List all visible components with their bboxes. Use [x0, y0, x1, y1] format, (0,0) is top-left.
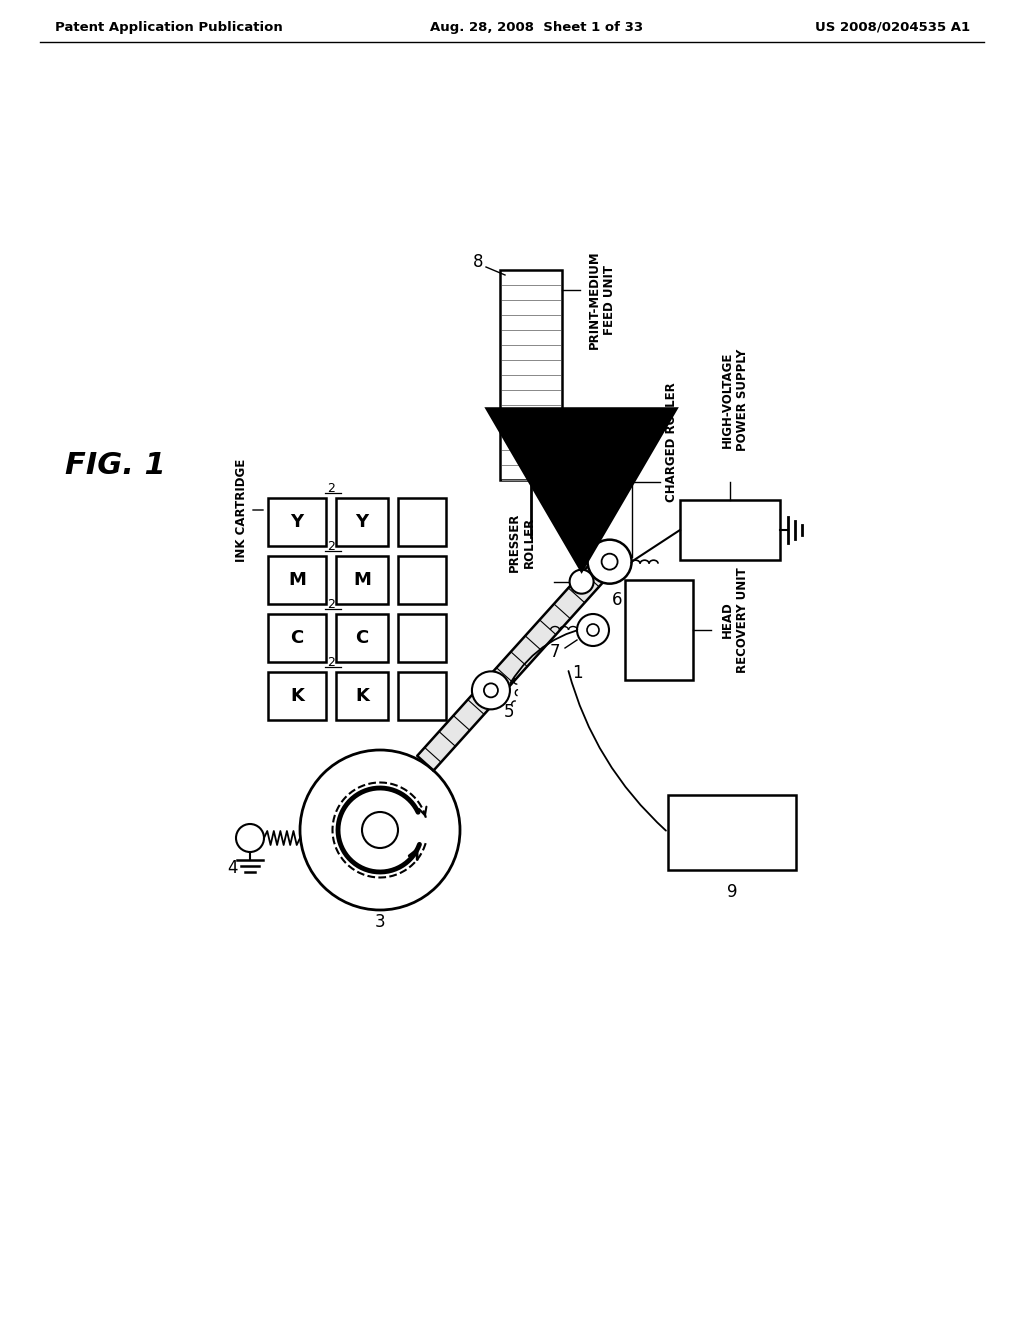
Text: 3: 3 [375, 913, 385, 931]
Text: 4: 4 [226, 859, 238, 876]
Text: PRESSER
ROLLER: PRESSER ROLLER [508, 512, 536, 572]
Text: Y: Y [291, 513, 303, 531]
Circle shape [588, 540, 632, 583]
Circle shape [484, 684, 498, 697]
Bar [268, 672, 326, 719]
Text: 2: 2 [327, 598, 335, 610]
Text: M: M [353, 572, 371, 589]
Text: FIG. 1: FIG. 1 [65, 450, 165, 479]
Text: K: K [355, 686, 369, 705]
Bar [336, 614, 388, 663]
Text: 2: 2 [327, 656, 335, 668]
Text: CHARGED ROLLER: CHARGED ROLLER [665, 381, 678, 502]
Circle shape [236, 824, 264, 851]
Bar [268, 614, 326, 663]
Bar [625, 579, 693, 680]
Text: Patent Application Publication: Patent Application Publication [55, 21, 283, 33]
Text: INK CARTRIDGE: INK CARTRIDGE [234, 458, 248, 561]
Bar [398, 614, 446, 663]
Circle shape [569, 570, 594, 594]
Text: 6: 6 [612, 590, 623, 609]
Circle shape [577, 614, 609, 645]
Text: 2: 2 [327, 482, 335, 495]
Text: C: C [291, 630, 304, 647]
Circle shape [472, 672, 510, 709]
Text: HEAD
RECOVERY UNIT: HEAD RECOVERY UNIT [721, 568, 749, 673]
Bar [336, 672, 388, 719]
Text: Y: Y [355, 513, 369, 531]
Text: 8: 8 [473, 253, 483, 271]
Text: PRINT-MEDIUM
FEED UNIT: PRINT-MEDIUM FEED UNIT [588, 251, 616, 350]
Circle shape [601, 553, 617, 570]
Bar [500, 271, 562, 480]
Bar [268, 556, 326, 605]
Polygon shape [417, 548, 621, 771]
Text: 1: 1 [572, 664, 583, 682]
Bar [668, 795, 796, 870]
Circle shape [362, 812, 398, 847]
Bar [398, 556, 446, 605]
Text: 5: 5 [504, 704, 514, 721]
Bar [398, 672, 446, 719]
Text: US 2008/0204535 A1: US 2008/0204535 A1 [815, 21, 970, 33]
Text: 2: 2 [327, 540, 335, 553]
Bar [680, 500, 780, 560]
Text: M: M [288, 572, 306, 589]
Text: 9: 9 [727, 883, 737, 902]
Circle shape [587, 624, 599, 636]
Text: HIGH-VOLTAGE
POWER SUPPLY: HIGH-VOLTAGE POWER SUPPLY [721, 348, 749, 451]
Bar [336, 498, 388, 546]
Text: Aug. 28, 2008  Sheet 1 of 33: Aug. 28, 2008 Sheet 1 of 33 [430, 21, 643, 33]
Text: C: C [355, 630, 369, 647]
Text: K: K [290, 686, 304, 705]
Text: 7: 7 [550, 643, 560, 661]
Bar [398, 498, 446, 546]
Circle shape [300, 750, 460, 909]
Bar [336, 556, 388, 605]
Bar [268, 498, 326, 546]
